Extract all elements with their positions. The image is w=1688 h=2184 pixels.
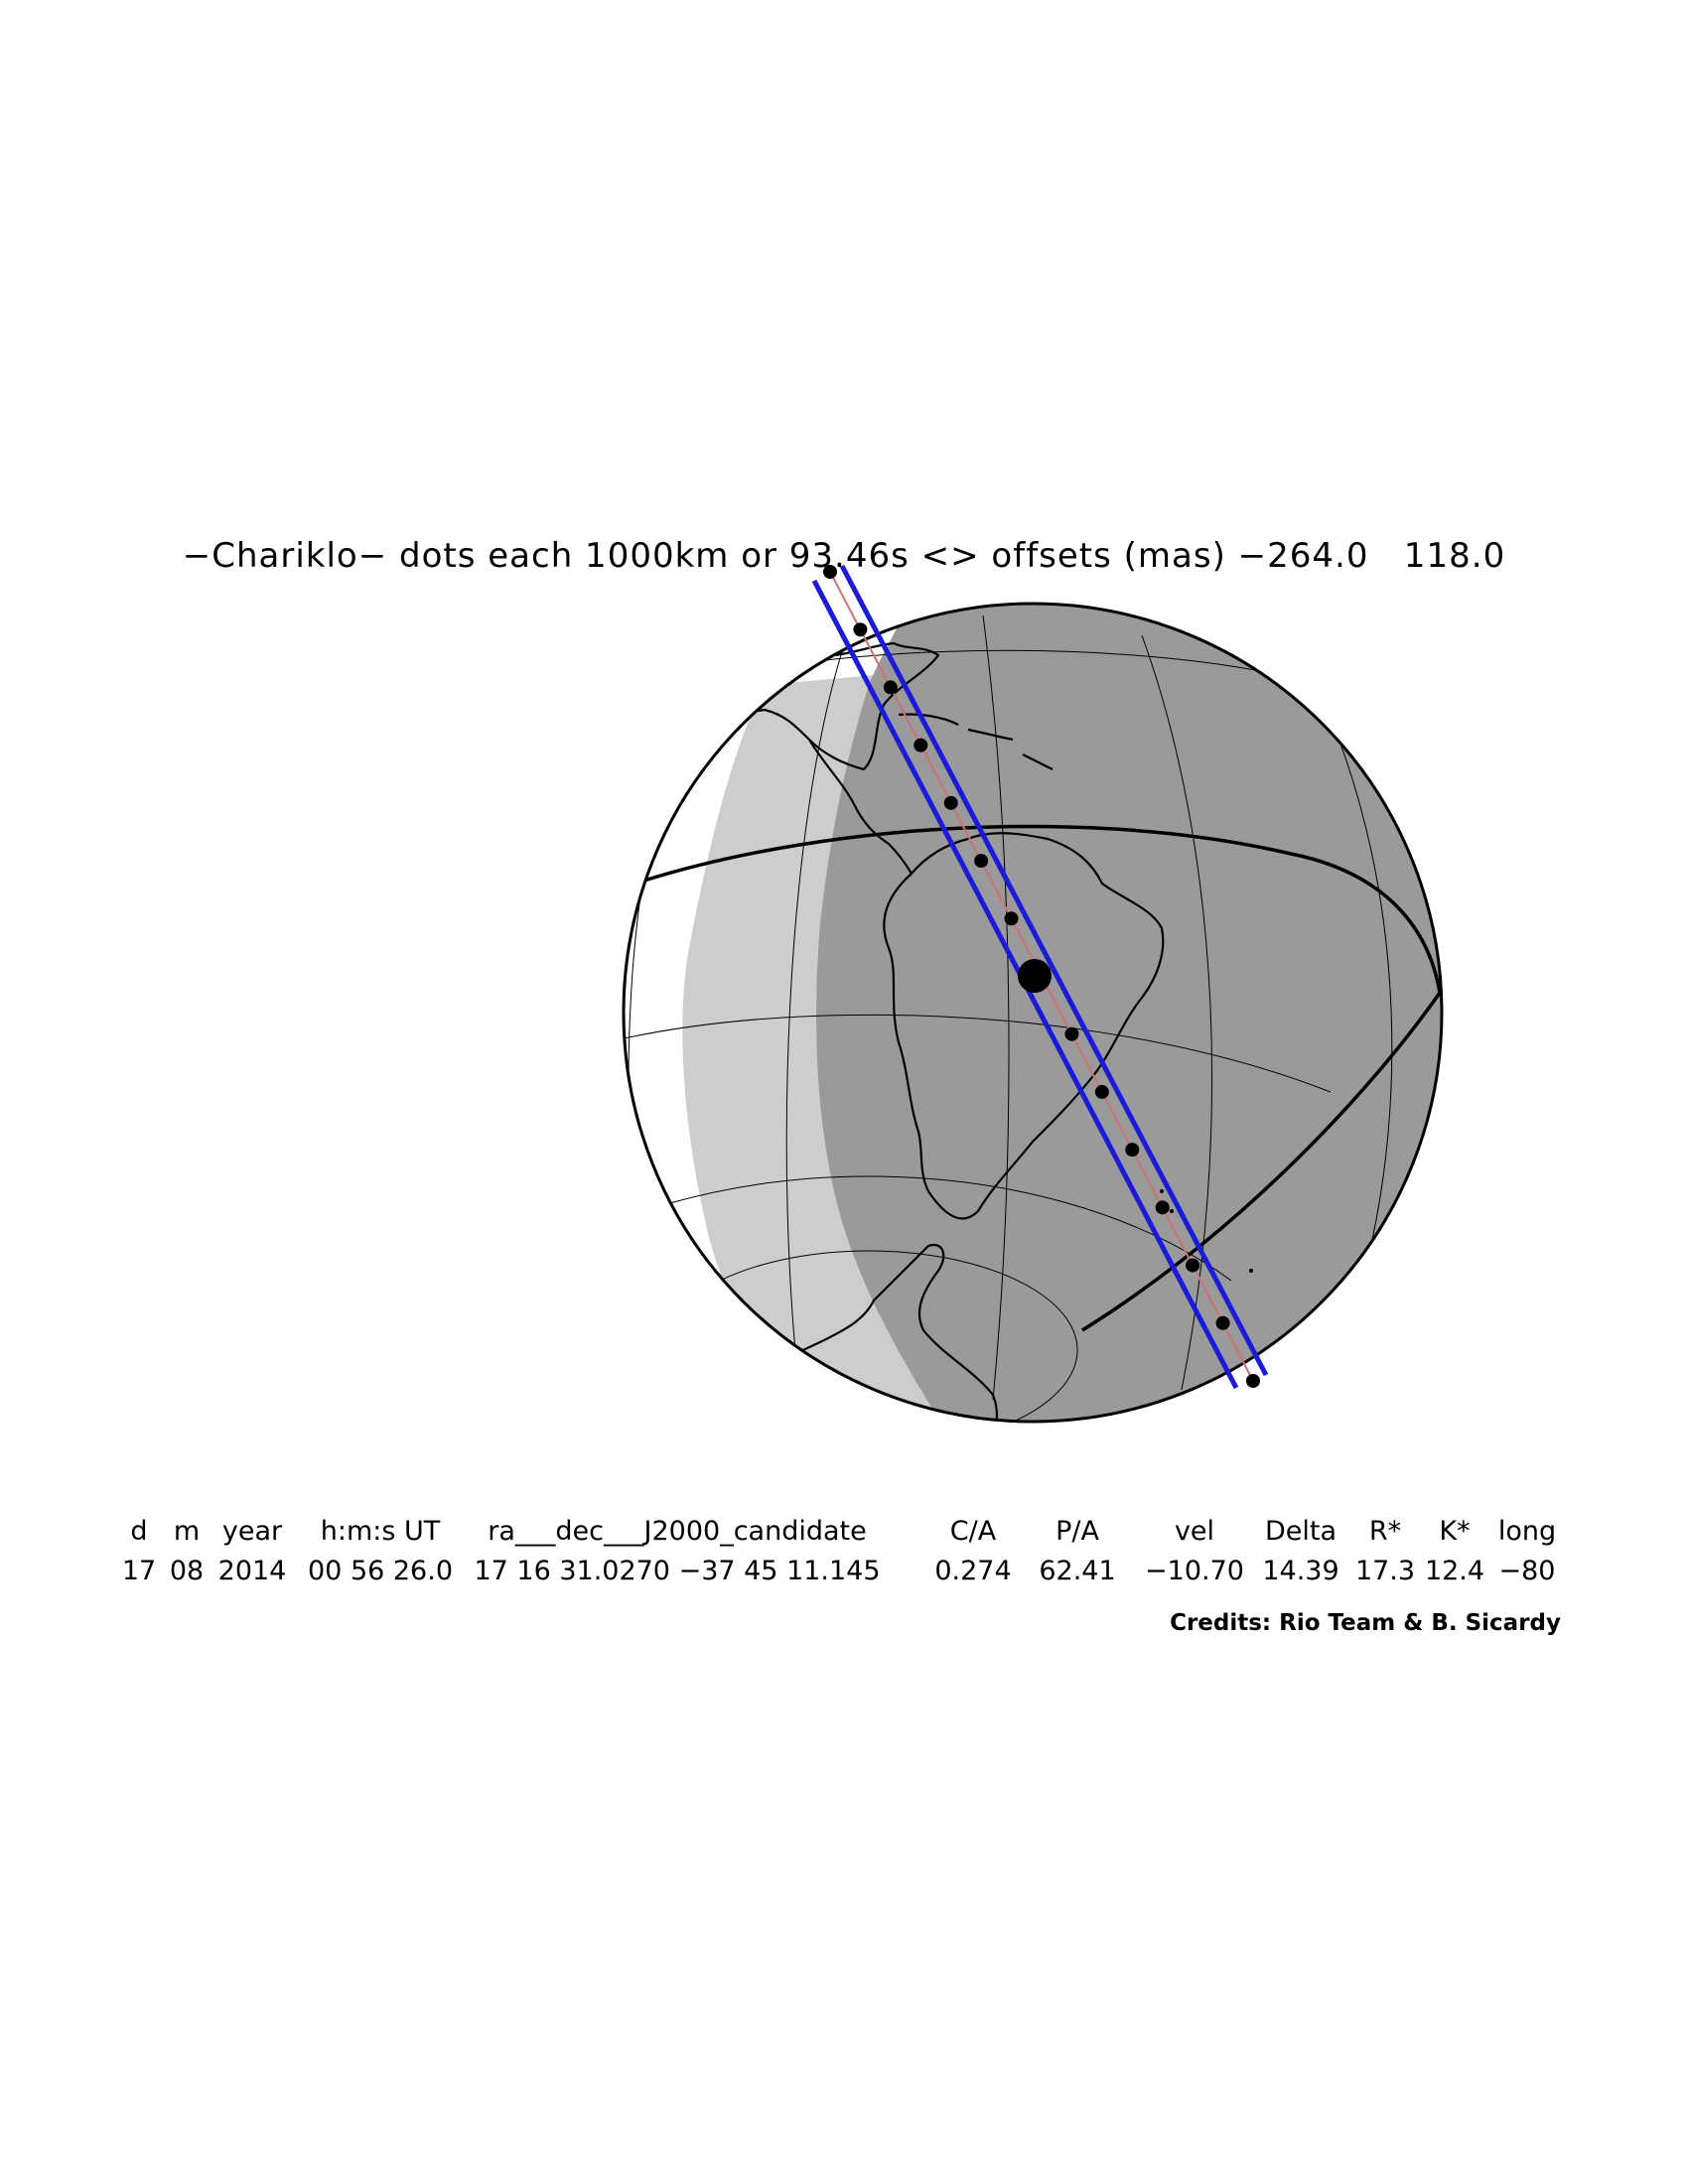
header-5: C/A xyxy=(949,1516,997,1547)
path-dot xyxy=(883,680,898,695)
value-11: −80 xyxy=(1498,1556,1556,1586)
value-2: 2014 xyxy=(217,1556,287,1586)
path-dot xyxy=(1155,1200,1170,1215)
header-1: m xyxy=(173,1516,201,1547)
map-title: −Chariklo− dots each 1000km or 93.46s <>… xyxy=(182,536,1506,576)
path-dot xyxy=(943,795,958,810)
value-3: 00 56 26.0 xyxy=(308,1556,453,1586)
header-3: h:m:s UT xyxy=(320,1516,441,1547)
parameter-header-row: d m year h:m:s UT ra___dec___J2000_candidate… xyxy=(0,1516,1688,1556)
header-6: P/A xyxy=(1055,1516,1099,1547)
globe-outline xyxy=(622,602,1444,1424)
occultation-path xyxy=(811,564,1269,1390)
value-5: 0.274 xyxy=(934,1556,1012,1586)
pacific-islands xyxy=(1160,1189,1253,1273)
value-0: 17 xyxy=(121,1556,157,1586)
central-america-outline xyxy=(808,739,913,875)
value-8: 14.39 xyxy=(1262,1556,1339,1586)
path-dot xyxy=(974,854,989,869)
night-region xyxy=(816,604,1442,1422)
path-dot xyxy=(1094,1084,1109,1099)
header-11: long xyxy=(1497,1516,1557,1547)
parameter-value-row: 17 08 2014 00 56 26.0 17 16 31.0270 −37 45 1… xyxy=(0,1556,1688,1595)
value-4: 17 16 31.0270 −37 45 11.145 xyxy=(474,1556,881,1586)
path-limit-east xyxy=(839,564,1269,1377)
path-dot xyxy=(853,622,868,637)
value-9: 17.3 xyxy=(1354,1556,1416,1586)
value-6: 62.41 xyxy=(1039,1556,1116,1586)
path-dot xyxy=(1064,1026,1079,1041)
value-1: 08 xyxy=(169,1556,205,1586)
header-9: R* xyxy=(1368,1516,1402,1547)
equator-line xyxy=(624,824,1442,1332)
path-dot xyxy=(1125,1143,1140,1158)
credits: Credits: Rio Team & B. Sicardy xyxy=(1170,1610,1561,1636)
path-dot xyxy=(1186,1258,1200,1273)
antarctica-outline xyxy=(738,1243,998,1422)
header-7: vel xyxy=(1174,1516,1215,1547)
path-dot xyxy=(1246,1374,1260,1388)
header-2: year xyxy=(221,1516,283,1547)
central-instant-marker xyxy=(1018,959,1052,993)
value-7: −10.70 xyxy=(1145,1556,1244,1586)
header-0: d xyxy=(130,1516,148,1547)
value-10: 12.4 xyxy=(1424,1556,1485,1586)
header-8: Delta xyxy=(1264,1516,1337,1547)
path-dot xyxy=(1004,911,1019,926)
path-dot xyxy=(914,738,928,752)
path-dot xyxy=(1215,1315,1230,1330)
header-10: K* xyxy=(1439,1516,1471,1547)
south-america-outline xyxy=(883,832,1165,1220)
path-dot xyxy=(823,565,837,579)
header-4: ra___dec___J2000_candidate xyxy=(488,1516,867,1547)
